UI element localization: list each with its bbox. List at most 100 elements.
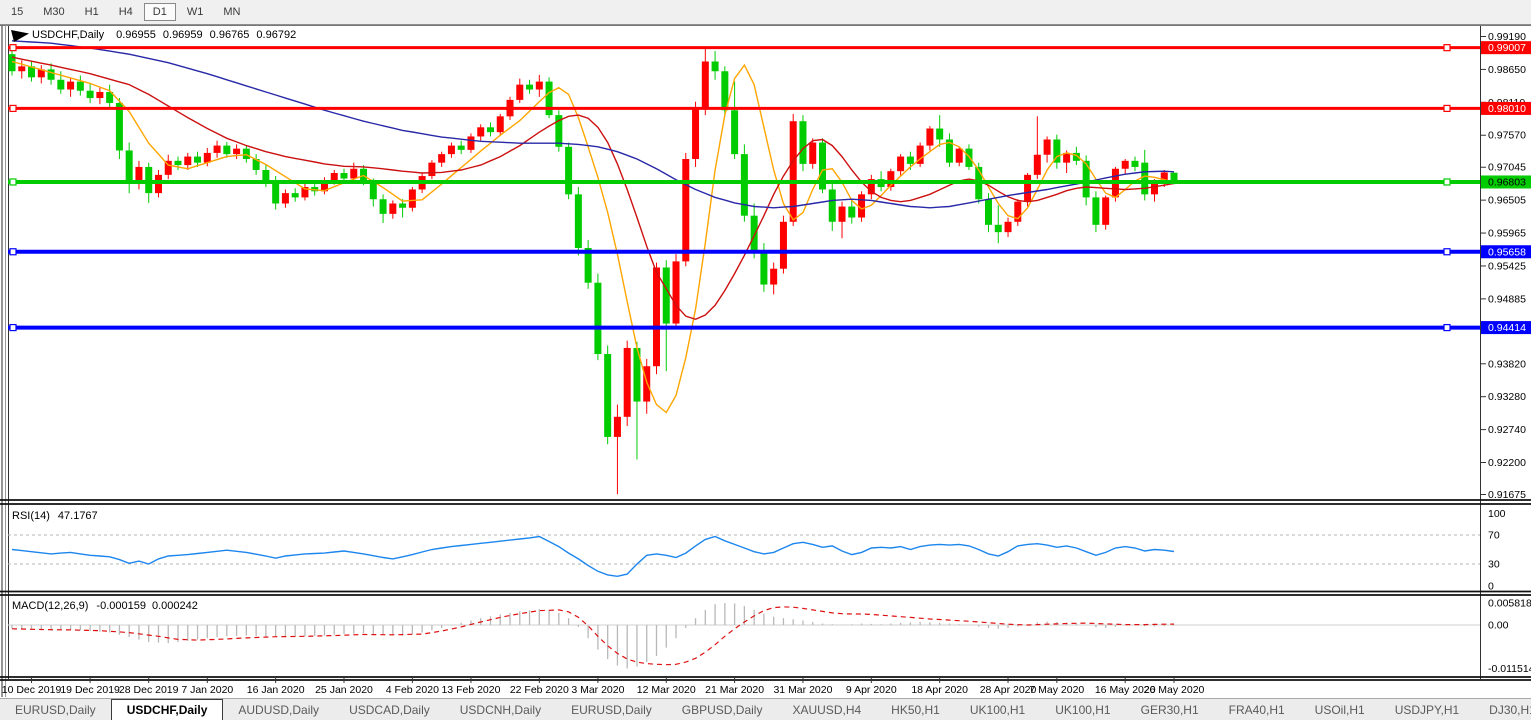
candle-body-bear (555, 115, 563, 147)
hline-price-badge-text: 0.98010 (1488, 103, 1526, 115)
hline-object-0.94414[interactable]: 0.94414 (8, 321, 1531, 335)
date-label: 4 Feb 2020 (386, 684, 439, 696)
macd-tick-label: 0.00 (1488, 620, 1509, 632)
candle-body-bull (701, 61, 709, 110)
chart-tab-USDCHF-Daily[interactable]: USDCHF,Daily (110, 699, 224, 720)
price-tick-label: 0.92200 (1488, 457, 1526, 469)
hline-object-0.99007[interactable]: 0.99007 (8, 41, 1531, 55)
chart-canvas[interactable]: 0.991900.986500.981100.975700.970450.965… (0, 25, 1531, 697)
candle-body-bear (457, 145, 465, 150)
hline-object-0.96803[interactable]: 0.96803 (8, 175, 1531, 189)
price-tick-label: 0.93280 (1488, 391, 1526, 403)
hline-object-0.95658[interactable]: 0.95658 (8, 245, 1531, 259)
candle-body-bull (1151, 182, 1159, 195)
hline-handle-left[interactable] (9, 178, 17, 186)
chart-tab-GER30-H1[interactable]: GER30,H1 (1140, 702, 1199, 717)
candle-body-bear (828, 189, 836, 222)
chart-tab-AUDUSD-Daily[interactable]: AUDUSD,Daily (238, 702, 320, 717)
hline-handle-right[interactable] (1443, 248, 1451, 256)
candle-body-bear (1131, 160, 1139, 167)
price-axis[interactable]: 0.991900.986500.981100.975700.970450.965… (1480, 31, 1526, 501)
candle-body-bear (47, 69, 55, 80)
candle-body-bear (711, 61, 719, 72)
hline-price-badge-text: 0.95658 (1488, 246, 1526, 258)
hline-handle-left[interactable] (9, 104, 17, 113)
chart-tab-EURUSD-Daily[interactable]: EURUSD,Daily (15, 702, 96, 717)
date-label: 21 Mar 2020 (705, 684, 764, 696)
rsi-tick-label: 30 (1488, 559, 1500, 571)
chart-tab-DJ30-H1[interactable]: DJ30,H1 (1489, 702, 1531, 717)
candle-body-bull (652, 267, 660, 367)
candle-body-bull (692, 109, 700, 160)
rsi-tick-label: 100 (1488, 508, 1506, 520)
time-axis[interactable]: 10 Dec 2019 19 Dec 2019 28 Dec 2019 7 Jan 2… (2, 677, 1205, 696)
hline-price-badge (1481, 321, 1531, 335)
timeframe-button-D1[interactable]: D1 (143, 3, 176, 21)
candle-body-bull (1004, 221, 1012, 233)
hline-object-0.98010[interactable]: 0.98010 (8, 101, 1531, 115)
candle-body-bear (565, 146, 573, 195)
chart-shift-marker-icon (11, 30, 29, 42)
chart-tab-HK50-H1[interactable]: HK50,H1 (891, 702, 940, 717)
date-label: 9 Apr 2020 (846, 684, 897, 696)
rsi-tick-label: 0 (1488, 580, 1494, 592)
chart-tab-USDCNH-Daily[interactable]: USDCNH,Daily (459, 702, 542, 717)
chart-tab-XAUUSD-H4[interactable]: XAUUSD,H4 (792, 702, 862, 717)
hline-handle-left[interactable] (9, 44, 17, 52)
chart-tab-UK100-H1[interactable]: UK100,H1 (1055, 702, 1111, 717)
date-label: 10 Dec 2019 (2, 684, 62, 696)
chart-tab-GBPUSD-Daily[interactable]: GBPUSD,Daily (681, 702, 763, 717)
chart-tab-FRA40-H1[interactable]: FRA40,H1 (1228, 702, 1285, 717)
candle-body-bear (584, 247, 592, 283)
quote-open: 0.96955 (116, 29, 156, 41)
timeframe-button-MN[interactable]: MN (223, 6, 241, 18)
chart-tab-UK100-H1[interactable]: UK100,H1 (969, 702, 1026, 717)
ma-slow-line (11, 40, 1175, 209)
candle-body-bull (477, 127, 485, 137)
hline-handle-right[interactable] (1443, 323, 1451, 332)
candle-body-bear (662, 267, 670, 324)
candle-body-bear (252, 159, 260, 170)
rsi-tick-label: 70 (1488, 530, 1500, 542)
candle-body-bear (945, 139, 953, 163)
candle-body-bull (1121, 160, 1129, 169)
date-label: 28 Dec 2019 (119, 684, 179, 696)
candle-body-bear (799, 121, 807, 164)
chart-tab-USDCAD-Daily[interactable]: USDCAD,Daily (349, 702, 430, 717)
candle-body-bear (486, 127, 494, 133)
hline-handle-right[interactable] (1443, 178, 1451, 186)
date-label: 16 May 2020 (1095, 684, 1156, 696)
timeframe-button-W1[interactable]: W1 (186, 6, 204, 18)
candle-body-bear (106, 91, 114, 103)
chart-tab-USDJPY-H1[interactable]: USDJPY,H1 (1394, 702, 1460, 717)
macd-panel: 0.005818 0.00 -0.011514 (8, 598, 1531, 675)
hline-handle-right[interactable] (1443, 104, 1451, 113)
hline-handle-right[interactable] (1443, 44, 1451, 52)
chart-tab-USOil-H1[interactable]: USOil,H1 (1314, 702, 1365, 717)
date-label: 19 Dec 2019 (60, 684, 120, 696)
date-label: 7 Jan 2020 (181, 684, 233, 696)
candle-body-bear (848, 206, 856, 218)
timeframe-button-M30[interactable]: M30 (43, 6, 65, 18)
date-label: 31 Mar 2020 (773, 684, 832, 696)
timeframe-button-15[interactable]: 15 (11, 6, 24, 18)
candle-body-bull (838, 206, 846, 222)
date-label: 3 Mar 2020 (571, 684, 624, 696)
timeframe-button-H1[interactable]: H1 (84, 6, 99, 18)
chart-tab-EURUSD-Daily[interactable]: EURUSD,Daily (571, 702, 652, 717)
candle-body-bear (994, 224, 1002, 233)
candle-body-bull (18, 66, 26, 72)
date-label: 28 Apr 2020 (980, 684, 1037, 696)
hline-handle-left[interactable] (9, 323, 17, 332)
candle-body-bear (760, 251, 768, 285)
hline-handle-left[interactable] (9, 248, 17, 256)
price-tick-label: 0.97045 (1488, 162, 1526, 174)
date-label: 13 Feb 2020 (441, 684, 500, 696)
candle-body-bull (789, 121, 797, 222)
candle-body-bear (1053, 139, 1061, 163)
rsi-name: RSI(14) (12, 510, 50, 522)
candle-body-bear (633, 347, 641, 402)
hline-price-badge (1481, 41, 1531, 55)
timeframe-button-H4[interactable]: H4 (118, 6, 133, 18)
candle-body-bear (369, 182, 377, 200)
